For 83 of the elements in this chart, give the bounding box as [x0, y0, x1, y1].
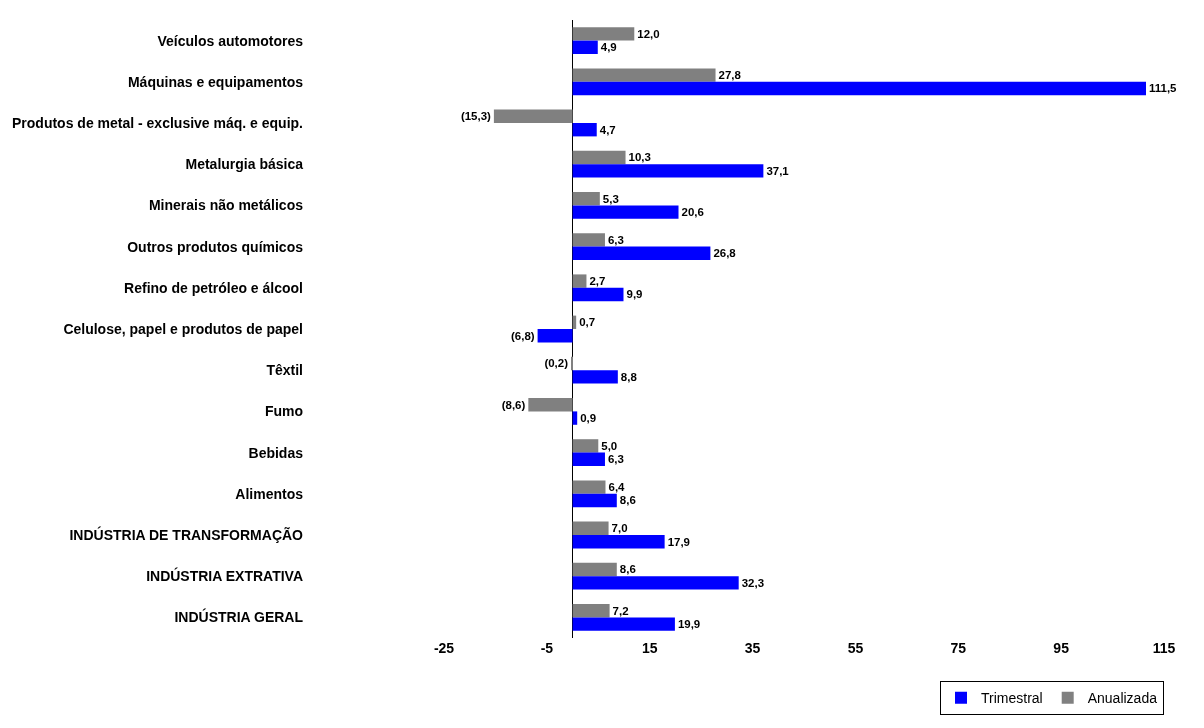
y-tick-label: Máquinas e equipamentos: [127, 73, 304, 90]
x-tick-label: 35: [744, 640, 761, 656]
data-label: 8,6: [619, 494, 636, 507]
bar: [572, 27, 635, 41]
data-label: 4,9: [600, 41, 617, 54]
data-label: 32,3: [741, 576, 765, 589]
data-label: 6,4: [608, 480, 626, 493]
y-tick-label: Produtos de metal - exclusive máq. e equip.: [12, 114, 303, 131]
bar: [572, 164, 764, 178]
data-label: 5,3: [602, 192, 619, 205]
y-tick-label: INDÚSTRIA GERAL: [174, 608, 304, 626]
y-tick-label: Minerais não metálicos: [148, 197, 304, 214]
x-tick-label: 95: [1053, 640, 1070, 656]
bar: [572, 617, 675, 631]
x-tick-label: 15: [641, 640, 658, 656]
data-label: 0,7: [579, 316, 596, 329]
x-tick-label: 75: [950, 640, 967, 656]
bar: [572, 246, 711, 260]
data-label: 17,9: [667, 535, 690, 548]
bar: [572, 604, 610, 618]
data-label: 6,3: [607, 233, 624, 246]
bar: [572, 274, 587, 288]
bar: [572, 192, 600, 206]
data-label: 37,1: [766, 164, 790, 177]
y-tick-label: Celulose, papel e produtos de papel: [63, 320, 303, 337]
bar: [572, 370, 618, 384]
x-tick-label: -5: [540, 640, 554, 656]
bar: [572, 233, 605, 247]
data-label: 8,6: [619, 563, 636, 576]
y-tick-label: Metalurgia básica: [185, 156, 304, 173]
data-label: 0,9: [580, 411, 597, 424]
y-tick-label: INDÚSTRIA DE TRANSFORMAÇÃO: [69, 525, 304, 543]
data-label: 19,9: [677, 617, 701, 630]
bar: [572, 287, 624, 302]
bar: [572, 123, 597, 137]
data-label: 7,0: [611, 522, 628, 535]
data-label: (6,8): [511, 329, 535, 342]
data-label: 6,3: [607, 453, 624, 466]
bar: [572, 81, 1146, 96]
bar: [572, 411, 578, 425]
bar: [528, 398, 573, 412]
x-tick-label: -25: [433, 640, 455, 656]
y-tick-label: INDÚSTRIA EXTRATIVA: [146, 567, 303, 585]
data-label: 10,3: [628, 151, 651, 164]
data-label: (15,3): [460, 110, 492, 123]
bar: [572, 150, 626, 165]
y-tick-label: Alimentos: [235, 485, 304, 502]
bar: [572, 205, 679, 219]
data-label: 111,5: [1149, 82, 1178, 95]
bar: [572, 480, 606, 494]
bar: [572, 452, 605, 466]
bar: [572, 562, 617, 577]
data-label: (8,6): [501, 398, 526, 411]
data-label: 4,7: [599, 123, 616, 136]
data-label: 20,6: [681, 205, 704, 218]
data-label: 26,8: [713, 247, 737, 260]
bar: [537, 329, 573, 343]
x-tick-label: 115: [1152, 640, 1176, 656]
bar: [572, 535, 665, 549]
data-label: 8,8: [620, 370, 638, 383]
data-label: 12,0: [637, 27, 660, 40]
y-tick-label: Têxtil: [266, 362, 303, 379]
y-tick-label: Fumo: [264, 403, 303, 420]
y-tick-label: Veículos automotores: [157, 32, 304, 49]
bar: [572, 68, 716, 82]
y-tick-label: Refino de petróleo e álcool: [124, 279, 303, 296]
bar: [572, 576, 739, 590]
data-label: (0,2): [544, 357, 569, 370]
x-tick-label: 55: [847, 640, 864, 656]
y-tick-label: Outros produtos químicos: [127, 238, 304, 255]
bar: [572, 493, 617, 508]
y-tick-label: Bebidas: [248, 444, 304, 461]
legend-label: Trimestral: [981, 690, 1043, 707]
bar: [572, 439, 599, 453]
data-label: 27,8: [718, 68, 742, 81]
bar: [572, 521, 609, 535]
legend-label: Anualizada: [1087, 690, 1158, 707]
data-label: 7,2: [612, 604, 629, 617]
data-label: 5,0: [601, 439, 618, 452]
bar: [572, 40, 598, 54]
data-label: 2,7: [589, 274, 606, 287]
data-label: 9,9: [626, 288, 643, 301]
bar: [493, 109, 573, 123]
